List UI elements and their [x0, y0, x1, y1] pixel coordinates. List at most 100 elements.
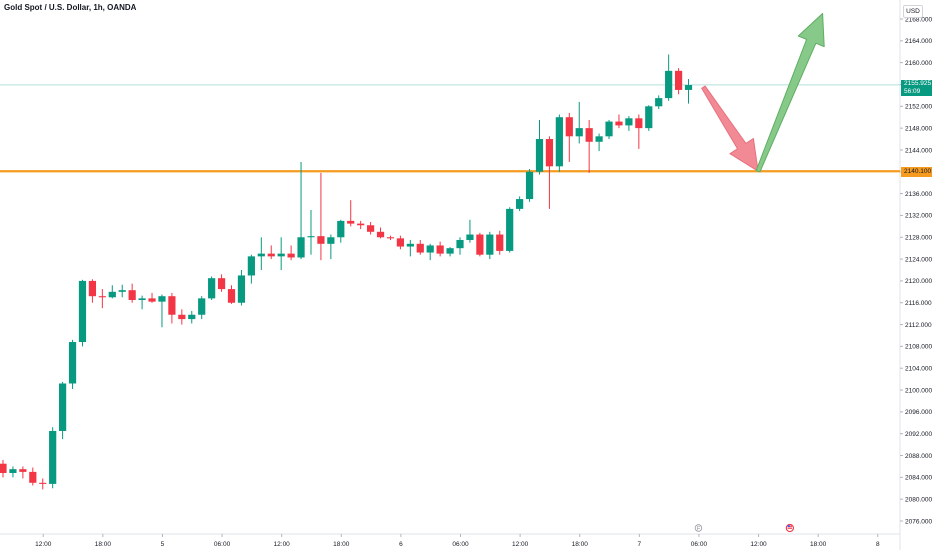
candle-body: [436, 245, 444, 254]
candle-body: [0, 463, 7, 473]
time-tick-label: 8: [876, 541, 880, 548]
time-tick-label: 18:00: [95, 541, 112, 548]
candle: [138, 295, 146, 310]
price-tick-label: 2076.000: [905, 518, 932, 525]
candle-body: [158, 296, 166, 302]
price-tick-label: 2116.000: [905, 300, 932, 307]
candle: [436, 241, 444, 257]
candle: [327, 234, 335, 260]
candle-body: [78, 280, 87, 343]
candle-body: [655, 98, 663, 107]
candle-body: [287, 253, 295, 258]
price-tick-label: 2124.000: [905, 256, 932, 263]
candle: [625, 116, 633, 131]
price-tick-label: 2112.000: [905, 322, 932, 329]
chart-title: Gold Spot / U.S. Dollar, 1h, OANDA: [4, 3, 137, 12]
candle: [148, 292, 156, 303]
candle: [188, 310, 196, 324]
candle-body: [545, 139, 554, 167]
candle-body: [19, 469, 27, 472]
candle: [277, 237, 285, 270]
candle: [0, 459, 7, 478]
price-tick-label: 2092.000: [905, 431, 932, 438]
candle: [9, 466, 17, 478]
time-tick-label: 06:00: [691, 541, 708, 548]
candle-body: [337, 220, 345, 238]
time-tick-label: 12:00: [512, 541, 529, 548]
candle-body: [118, 290, 126, 292]
candle: [595, 133, 603, 152]
time-tick-label: 06:00: [214, 541, 231, 548]
candle-body: [506, 208, 514, 251]
candle-body: [29, 471, 37, 483]
candle-body: [9, 469, 17, 473]
candle: [516, 196, 524, 212]
candle-body: [49, 430, 57, 484]
candle-body: [386, 237, 395, 239]
candle-body: [208, 278, 216, 299]
price-tick-label: 2096.000: [905, 409, 932, 416]
candle: [545, 136, 554, 209]
candle: [466, 219, 474, 243]
candle-body: [635, 118, 643, 129]
time-tick-label: 7: [638, 541, 642, 548]
price-tick-label: 2136.000: [905, 191, 932, 198]
candle-body: [317, 236, 325, 244]
time-tick-label: 12:00: [35, 541, 52, 548]
price-tick-label: 2080.000: [905, 496, 932, 503]
candle: [376, 227, 385, 239]
candle: [496, 230, 504, 255]
candle: [674, 68, 683, 95]
price-tick-label: 2128.000: [905, 235, 932, 242]
candle-body: [247, 256, 255, 276]
candle: [267, 245, 275, 260]
candle: [247, 254, 255, 284]
candle-body: [257, 253, 265, 257]
candle: [615, 114, 623, 129]
price-tick-label: 2132.000: [905, 213, 932, 220]
candle-body: [565, 117, 573, 137]
candles: [0, 54, 693, 490]
candle-body: [277, 253, 285, 257]
candle-body: [98, 296, 106, 298]
candle-body: [525, 171, 534, 200]
price-tick-label: 2144.000: [905, 147, 932, 154]
candle-body: [605, 121, 613, 137]
candle-body: [575, 128, 583, 137]
candle: [555, 114, 563, 172]
time-tick-label: 12:00: [274, 541, 291, 548]
candle: [486, 231, 494, 260]
currency-badge[interactable]: USD: [903, 5, 923, 18]
price-tick-label: 2120.000: [905, 278, 932, 285]
candle-body: [426, 245, 434, 253]
candle: [307, 209, 315, 255]
candle: [366, 221, 375, 235]
candle: [635, 114, 643, 149]
event-marker-f-icon: [694, 524, 703, 532]
level-price-tag: 2140.100: [901, 167, 932, 177]
flag-canton: [787, 525, 790, 527]
candle: [406, 239, 414, 257]
candle-body: [555, 117, 563, 167]
candle: [476, 232, 484, 257]
price-tick-label: 2100.000: [905, 387, 932, 394]
candle: [565, 112, 573, 162]
candle-body: [516, 199, 524, 209]
candle: [575, 101, 583, 144]
candle: [128, 283, 136, 303]
candle: [227, 285, 236, 304]
candle-body: [446, 248, 454, 254]
price-tick-label: 2104.000: [905, 366, 932, 373]
candle: [665, 54, 673, 101]
candle: [257, 237, 265, 270]
time-tick-label: 5: [161, 541, 165, 548]
time-axis: 12:00 18:00 5 06:00 12:00 18:00 6 06:00 12:00 18:…: [35, 523, 880, 548]
candle: [29, 467, 37, 486]
candle-body: [39, 482, 47, 484]
candle: [59, 381, 67, 440]
candle-body: [307, 236, 315, 238]
candle-body: [645, 106, 653, 129]
candle: [297, 161, 305, 260]
candle-body: [674, 70, 683, 90]
